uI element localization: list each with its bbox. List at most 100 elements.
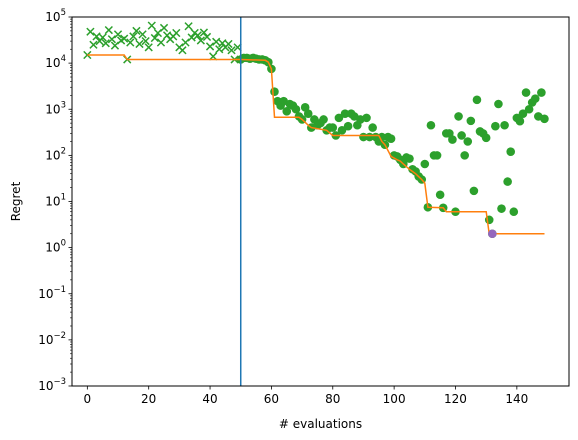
scatter-point: [469, 186, 479, 196]
scatter-point: [515, 116, 525, 126]
cross-stroke: [98, 33, 107, 42]
cross-point: [120, 34, 129, 43]
scatter-point: [377, 132, 387, 142]
cross-point: [202, 32, 212, 42]
cross-point: [205, 42, 215, 51]
scatter-point: [426, 120, 436, 130]
cross-point: [184, 22, 193, 31]
cross-point: [107, 35, 117, 44]
cross-point: [147, 21, 156, 30]
x-tick-label: 20: [141, 392, 156, 406]
cross-stroke: [144, 43, 153, 52]
cross-point: [193, 31, 202, 40]
scatter-point: [319, 115, 328, 124]
cross-point: [86, 27, 95, 36]
cross-point: [187, 33, 196, 42]
cross-point: [144, 43, 153, 52]
cross-point: [159, 23, 169, 33]
scatter-point: [472, 95, 482, 105]
cross-point: [89, 40, 98, 49]
x-tick-label: 0: [84, 392, 92, 406]
scatter-point: [481, 133, 491, 143]
cross-point: [141, 36, 150, 46]
cross-stroke: [181, 38, 190, 47]
scatter-point: [448, 135, 457, 144]
x-axis-ticks: 0 20 40 60 80 100 120 140: [84, 386, 528, 406]
cross-point: [150, 33, 159, 43]
scatter-point: [291, 104, 301, 114]
y-axis-label: Regret: [9, 181, 23, 221]
scatter-point: [509, 207, 519, 217]
cross-stroke: [199, 28, 209, 37]
scatter-point: [337, 125, 347, 135]
cross-stroke: [138, 30, 147, 39]
x-tick-label: 40: [202, 392, 217, 406]
scatter-point: [518, 109, 528, 119]
cross-stroke: [89, 40, 98, 49]
cross-stroke: [212, 37, 221, 46]
scatter-point: [463, 137, 473, 146]
scatter-point: [386, 134, 396, 143]
scatter-point: [405, 154, 414, 163]
cross-stroke: [120, 34, 129, 43]
scatter-point: [435, 190, 445, 200]
cross-stroke: [184, 22, 193, 31]
scatter-point: [494, 99, 503, 109]
x-axis-label: # evaluations: [279, 417, 362, 431]
scatter-point: [466, 116, 476, 126]
scatter-point: [343, 121, 353, 131]
cross-stroke: [172, 28, 181, 38]
cross-point: [113, 30, 123, 39]
scatter-point: [362, 113, 371, 123]
cross-point: [181, 38, 190, 47]
scatter-point: [530, 94, 540, 103]
scatter-point: [334, 113, 344, 123]
best-point: [488, 229, 497, 239]
x-tick-label: 120: [444, 392, 467, 406]
cross-point: [126, 38, 135, 47]
cross-point: [135, 39, 144, 49]
cross-point: [215, 45, 224, 54]
cross-stroke: [126, 38, 135, 47]
cross-point: [138, 30, 147, 39]
scatter-point: [537, 88, 546, 97]
cross-point: [196, 36, 205, 45]
scatter-point: [460, 151, 469, 160]
cross-stroke: [92, 32, 101, 41]
scatter-point: [368, 123, 377, 132]
scatter-point: [491, 121, 500, 131]
cross-stroke: [178, 46, 187, 55]
cross-stroke: [205, 42, 215, 51]
cross-stroke: [104, 25, 113, 35]
cross-stroke: [129, 32, 138, 41]
cross-point: [92, 32, 101, 41]
scatter-point: [503, 177, 512, 186]
cross-point: [227, 46, 236, 55]
plot-marks: [83, 17, 549, 386]
scatter-point: [457, 131, 466, 140]
scatter-point: [303, 109, 313, 119]
cross-stroke: [156, 38, 166, 47]
cross-stroke: [215, 45, 224, 54]
cross-point: [132, 26, 141, 36]
cross-stroke: [101, 39, 110, 48]
cross-stroke: [159, 23, 169, 33]
cross-stroke: [107, 35, 117, 44]
cross-point: [199, 28, 209, 37]
cross-stroke: [224, 39, 233, 49]
x-tick-label: 100: [383, 392, 406, 406]
cross-stroke: [147, 21, 156, 30]
scatter-point: [270, 87, 279, 97]
scatter-point: [282, 107, 292, 116]
cross-stroke: [150, 33, 159, 43]
cross-stroke: [187, 33, 196, 42]
x-tick-label: 60: [264, 392, 279, 406]
scatter-point: [500, 120, 509, 130]
cross-point: [212, 37, 221, 46]
scatter-point: [340, 109, 350, 119]
scatter-point: [454, 112, 463, 121]
cross-stroke: [86, 27, 95, 36]
scatter-point: [540, 114, 549, 124]
